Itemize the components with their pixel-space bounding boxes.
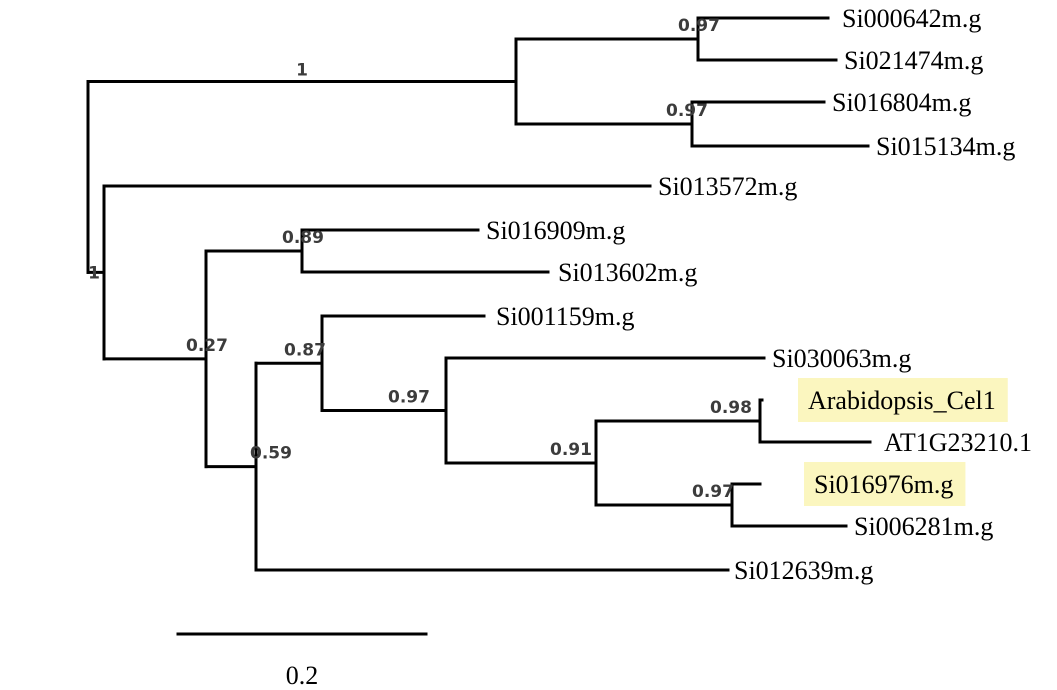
leaf-label-l2: Si021474m.g xyxy=(844,46,983,75)
leaf-label-l14: Si012639m.g xyxy=(734,556,873,585)
leaf-label-l7: Si013602m.g xyxy=(558,258,697,287)
support-value-n7: 0.87 xyxy=(284,340,326,360)
leaf-label-l11: AT1G23210.1 xyxy=(884,428,1032,457)
highlight-l10 xyxy=(798,378,1008,422)
support-value-n12: 0.59 xyxy=(250,444,292,464)
leaf-label-l5: Si013572m.g xyxy=(658,172,797,201)
leaf-label-l3: Si016804m.g xyxy=(832,88,971,117)
support-value-n9: 0.91 xyxy=(550,440,592,460)
leaf-label-l8: Si001159m.g xyxy=(496,302,634,331)
leaf-label-l6: Si016909m.g xyxy=(486,216,625,245)
leaf-label-l1: Si000642m.g xyxy=(842,4,981,33)
support-value-n6: 0.27 xyxy=(186,336,228,356)
leaf-label-l12: Si016976m.g xyxy=(814,470,953,499)
support-value-n10: 0.98 xyxy=(710,398,752,418)
support-value-n2: 0.97 xyxy=(666,101,708,121)
scale-bar-label: 0.2 xyxy=(286,661,319,690)
leaf-label-l10: Arabidopsis_Cel1 xyxy=(808,386,996,415)
support-value-n5: 0.89 xyxy=(282,228,324,248)
leaf-label-l13: Si006281m.g xyxy=(854,512,993,541)
tree-branches xyxy=(86,16,872,572)
support-value-n3: 1 xyxy=(296,61,308,81)
support-value-n11: 0.97 xyxy=(692,482,734,502)
support-values: 0.97 0.97 1 1 0.89 0.27 0.87 0.97 0.91 0.98 0.97 0.… xyxy=(88,16,752,502)
support-value-n8: 0.97 xyxy=(388,388,430,408)
leaf-label-l9: Si030063m.g xyxy=(772,344,911,373)
support-value-n1: 0.97 xyxy=(678,16,720,36)
leaf-label-l4: Si015134m.g xyxy=(876,132,1015,161)
support-value-n4: 1 xyxy=(88,263,100,283)
scale-bar: 0.2 xyxy=(176,632,428,690)
leaf-highlights xyxy=(798,378,1008,506)
leaf-labels: Si000642m.g Si021474m.g Si016804m.g Si01513… xyxy=(486,4,1032,585)
highlight-l12 xyxy=(804,462,966,506)
